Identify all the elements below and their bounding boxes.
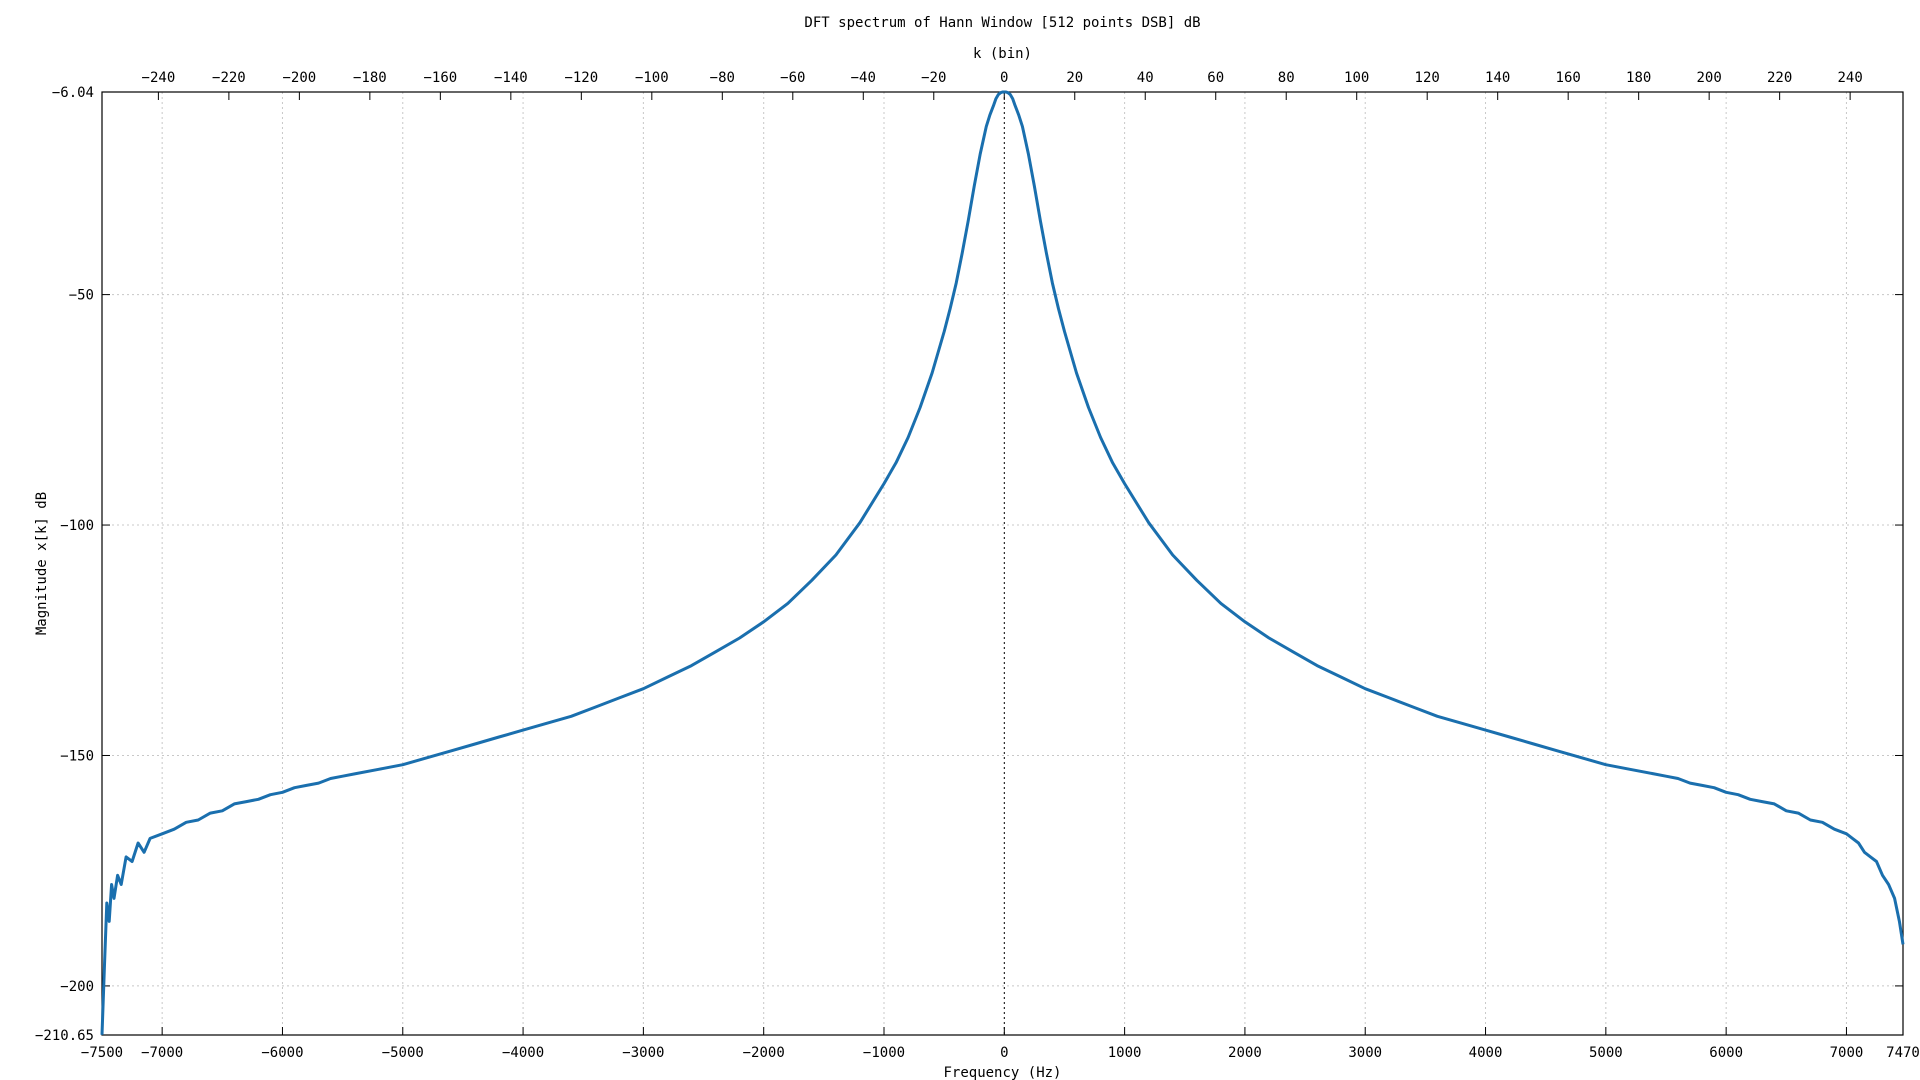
x-tick-label: −2000	[743, 1045, 785, 1061]
y-tick-labels: −6.04 −50 −100 −150 −200 −210.65	[35, 85, 94, 1044]
grid	[102, 92, 1903, 1035]
x2-tick-label: 80	[1278, 70, 1295, 86]
x2-tick-label: 100	[1344, 70, 1369, 86]
x2-tick-label: −180	[353, 70, 387, 86]
x2-tick-label: −200	[283, 70, 317, 86]
y-tick-label: −150	[60, 748, 94, 764]
x2-tick-label: 160	[1556, 70, 1581, 86]
x2-tick-label: 40	[1137, 70, 1154, 86]
x2-tick-label: −20	[921, 70, 946, 86]
x-tick-label: 7000	[1830, 1045, 1864, 1061]
x-axis-title: Frequency (Hz)	[943, 1065, 1061, 1080]
y-tick-label: −100	[60, 518, 94, 534]
x2-tick-label: −100	[635, 70, 669, 86]
x2-tick-label: 220	[1767, 70, 1792, 86]
x2-tick-label: 180	[1626, 70, 1651, 86]
x2-tick-label: 0	[1000, 70, 1008, 86]
x2-tick-label: 120	[1415, 70, 1440, 86]
x2-tick-label: 140	[1485, 70, 1510, 86]
tick-marks	[101, 91, 1904, 1036]
x-tick-label: −5000	[382, 1045, 424, 1061]
x-tick-label: 4000	[1469, 1045, 1503, 1061]
x2-tick-label: −220	[212, 70, 246, 86]
x2-tick-label: −60	[780, 70, 805, 86]
x-tick-label: 6000	[1709, 1045, 1743, 1061]
x2-tick-label: −140	[494, 70, 528, 86]
x-tick-label: 5000	[1589, 1045, 1623, 1061]
y-tick-label: −6.04	[52, 85, 94, 101]
x-tick-label: −6000	[261, 1045, 303, 1061]
x-tick-label: 0	[1000, 1045, 1008, 1061]
x2-tick-label: 20	[1066, 70, 1083, 86]
x-tick-label: 3000	[1348, 1045, 1382, 1061]
y-tick-label: −50	[69, 288, 94, 304]
x-tick-label: 7470	[1886, 1045, 1920, 1061]
plot-frame	[101, 91, 1904, 1036]
x2-axis-title: k (bin)	[973, 46, 1032, 62]
x2-tick-label: 60	[1207, 70, 1224, 86]
x-tick-label: −7500	[81, 1045, 123, 1061]
x-tick-label: −7000	[141, 1045, 183, 1061]
x2-tick-label: −160	[423, 70, 457, 86]
x2-tick-labels: −240 −220 −200 −180 −160 −140 −120 −100 −80 −60 −4…	[142, 70, 1863, 86]
series-line	[100, 90, 1905, 1035]
x-tick-label: 1000	[1108, 1045, 1142, 1061]
x-tick-labels: −7500 −7000 −6000 −5000 −4000 −3000 −2000 −1000…	[81, 1045, 1920, 1061]
y-axis-title: Magnitude x[k] dB	[34, 492, 50, 635]
x-tick-label: −4000	[502, 1045, 544, 1061]
x-tick-label: −1000	[863, 1045, 905, 1061]
chart-title: DFT spectrum of Hann Window [512 points …	[804, 15, 1200, 31]
x2-tick-label: −120	[564, 70, 598, 86]
x2-tick-label: 200	[1697, 70, 1722, 86]
x2-tick-label: 240	[1837, 70, 1862, 86]
y-tick-label: −200	[60, 979, 94, 995]
x2-tick-label: −40	[851, 70, 876, 86]
x-tick-label: −3000	[622, 1045, 664, 1061]
y-tick-label: −210.65	[35, 1028, 94, 1044]
x-tick-label: 2000	[1228, 1045, 1262, 1061]
x2-tick-label: −80	[710, 70, 735, 86]
x2-tick-label: −240	[142, 70, 176, 86]
